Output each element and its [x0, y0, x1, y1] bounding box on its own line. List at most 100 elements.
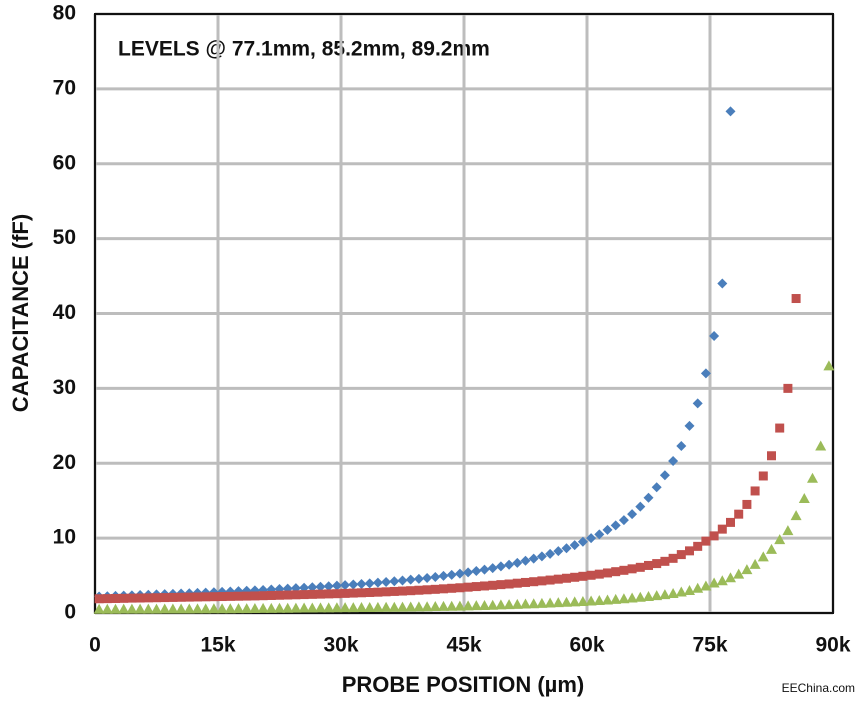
data-point — [151, 603, 162, 614]
data-point — [627, 564, 637, 574]
data-point — [495, 599, 507, 610]
data-point — [660, 556, 670, 566]
data-point — [339, 602, 351, 613]
data-point — [504, 559, 515, 570]
data-point — [644, 560, 653, 570]
data-point — [283, 590, 293, 600]
data-point — [635, 562, 645, 572]
data-point — [175, 603, 187, 614]
data-point — [249, 603, 261, 614]
data-point — [676, 550, 686, 560]
y-tick-label: 30 — [53, 376, 76, 399]
data-point — [733, 568, 745, 579]
data-point — [373, 587, 383, 597]
x-tick-label: 45k — [446, 634, 481, 657]
data-point — [610, 593, 622, 604]
data-point — [430, 571, 441, 582]
data-point — [323, 602, 335, 613]
data-point — [545, 575, 555, 585]
data-point — [447, 583, 457, 593]
data-point — [652, 559, 662, 569]
data-point — [422, 572, 433, 583]
x-tick-label: 15k — [200, 634, 235, 657]
data-point — [807, 472, 818, 483]
data-point — [594, 569, 604, 579]
data-point — [306, 602, 318, 613]
data-point — [528, 598, 540, 609]
data-point — [364, 578, 375, 589]
data-point — [487, 599, 499, 610]
data-point — [250, 591, 260, 601]
x-tick-label: 0 — [89, 634, 101, 657]
data-point — [192, 603, 203, 614]
data-point — [488, 580, 498, 590]
plot-border — [94, 13, 834, 614]
data-point — [504, 579, 514, 589]
data-point — [700, 368, 711, 379]
data-point — [274, 602, 285, 613]
data-point — [324, 589, 334, 599]
data-point — [593, 594, 605, 605]
data-point — [643, 591, 654, 602]
data-point — [667, 588, 679, 599]
data-point — [225, 591, 235, 601]
data-point — [611, 567, 621, 577]
data-point — [275, 590, 284, 600]
data-point — [602, 594, 613, 605]
data-point — [135, 593, 145, 603]
data-point — [643, 492, 654, 503]
data-point — [438, 600, 449, 611]
data-point — [685, 546, 694, 556]
data-point — [119, 593, 129, 603]
data-point — [168, 592, 178, 602]
data-point — [766, 543, 777, 554]
data-point — [462, 600, 474, 611]
data-point — [693, 541, 703, 551]
data-point — [93, 603, 105, 614]
data-point — [750, 486, 760, 496]
data-point — [315, 581, 326, 592]
data-point — [290, 602, 302, 613]
data-point — [668, 553, 678, 563]
data-point — [717, 278, 728, 289]
data-point — [340, 588, 350, 598]
data-point — [217, 592, 227, 602]
data-point — [307, 582, 318, 593]
data-point — [537, 576, 547, 586]
data-point — [726, 517, 735, 527]
data-point — [659, 470, 670, 481]
data-point — [257, 602, 269, 613]
data-point — [716, 575, 728, 586]
data-point — [421, 601, 433, 612]
data-point — [193, 592, 202, 602]
data-point — [234, 591, 243, 601]
data-point — [183, 603, 195, 614]
data-point — [520, 555, 531, 566]
data-point — [545, 548, 556, 559]
data-point — [372, 577, 383, 588]
data-point — [364, 601, 376, 612]
data-point — [618, 593, 630, 604]
data-point — [529, 577, 539, 587]
data-point — [315, 602, 326, 613]
data-point — [365, 587, 375, 597]
data-point — [544, 597, 556, 608]
data-point — [603, 568, 612, 578]
data-point — [439, 584, 448, 594]
data-point — [626, 592, 638, 603]
data-point — [553, 574, 563, 584]
data-point — [446, 569, 457, 580]
y-tick-label: 70 — [53, 76, 76, 99]
data-point — [708, 577, 720, 588]
data-point — [536, 551, 547, 562]
data-point — [569, 540, 580, 551]
data-point — [725, 572, 736, 583]
data-point — [758, 471, 768, 481]
data-point — [553, 546, 564, 557]
data-point — [709, 531, 719, 541]
data-point — [487, 563, 498, 574]
data-point — [118, 603, 130, 614]
data-point — [94, 594, 104, 604]
data-point — [331, 602, 343, 613]
data-point — [216, 603, 228, 614]
